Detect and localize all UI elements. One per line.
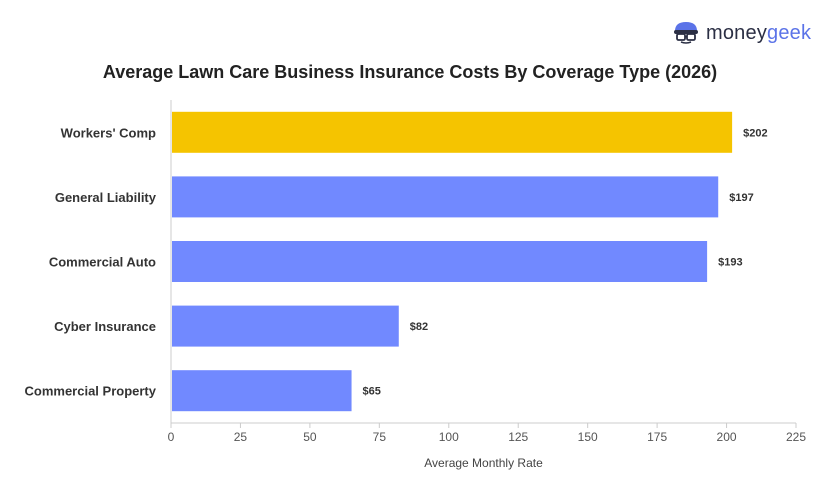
x-tick-label: 0 <box>168 430 175 444</box>
logo-geek: geek <box>767 22 812 44</box>
x-tick-label: 225 <box>786 430 806 444</box>
category-label: Commercial Auto <box>49 255 156 270</box>
x-tick-label: 200 <box>717 430 737 444</box>
x-tick-label: 75 <box>373 430 387 444</box>
data-label: $197 <box>729 192 753 204</box>
data-label: $82 <box>410 321 428 333</box>
data-label: $65 <box>363 386 381 398</box>
data-label: $202 <box>743 127 767 139</box>
category-label: Cyber Insurance <box>54 319 156 334</box>
x-tick-label: 175 <box>647 430 667 444</box>
x-tick-label: 100 <box>439 430 459 444</box>
bar <box>172 370 352 412</box>
x-tick-label: 125 <box>508 430 528 444</box>
category-label: Commercial Property <box>25 384 157 399</box>
chart-title: Average Lawn Care Business Insurance Cos… <box>102 62 718 82</box>
category-label: Workers' Comp <box>61 125 156 140</box>
x-axis-label: Average Monthly Rate <box>424 456 543 470</box>
moneygeek-logo: moneygeek <box>672 20 811 46</box>
moneygeek-mascot-icon <box>674 22 698 44</box>
logo-wordmark: moneygeek <box>706 21 811 45</box>
bar <box>172 176 719 218</box>
data-label: $193 <box>718 257 742 269</box>
bar <box>172 305 399 347</box>
x-tick-label: 25 <box>234 430 248 444</box>
bar <box>172 111 733 153</box>
x-tick-label: 150 <box>578 430 598 444</box>
category-label: General Liability <box>55 190 157 205</box>
bar <box>172 241 708 282</box>
logo-money: money <box>706 22 768 44</box>
x-tick-label: 50 <box>303 430 317 444</box>
